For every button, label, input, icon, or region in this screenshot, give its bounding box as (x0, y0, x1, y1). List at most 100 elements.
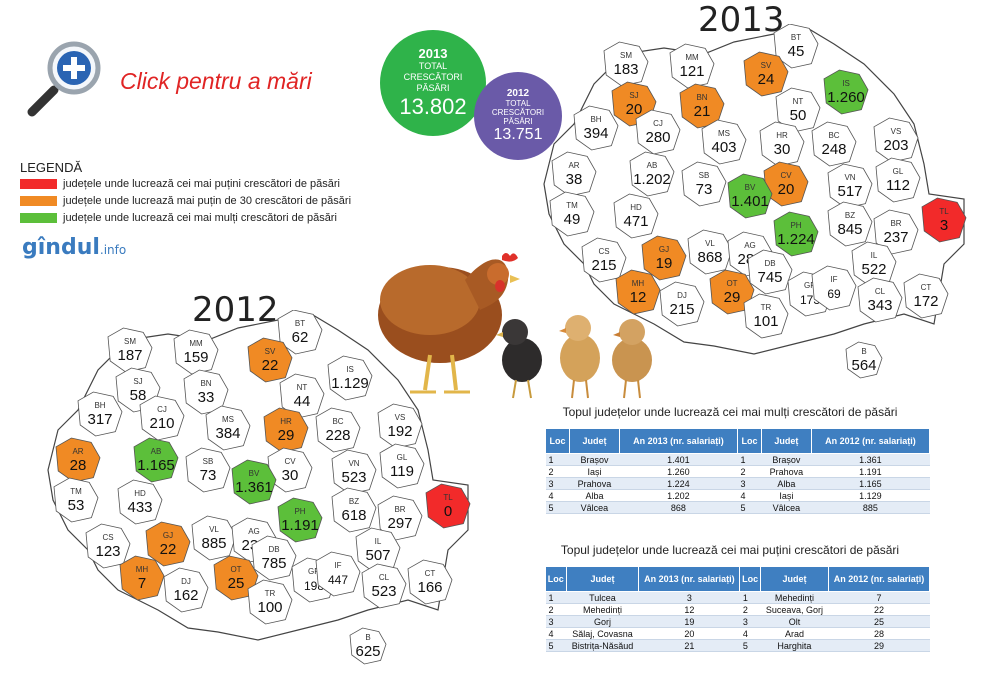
map-2013-county-ph: PH1.224 (773, 211, 819, 257)
legend-title: LEGENDĂ (20, 160, 83, 175)
map-2012-county-ph: PH1.191 (277, 497, 323, 543)
county-shape (659, 281, 705, 327)
zoom-button[interactable]: Click pentru a mări (22, 40, 322, 120)
county-abbr: BV (745, 183, 756, 192)
county-abbr: CL (875, 287, 886, 296)
county-shape (145, 521, 191, 567)
county-value: 1.202 (633, 171, 671, 188)
table-row: 4 Alba 1.202 4 Iași 1.129 (545, 489, 930, 502)
table-cell: 1 (545, 591, 567, 604)
table-cell: 29 (828, 639, 930, 652)
total-2013-year: 2013 (418, 46, 448, 61)
county-abbr: AR (72, 447, 83, 456)
table-row: 3 Prahova 1.224 3 Alba 1.165 (545, 477, 930, 490)
county-value: 69 (827, 287, 841, 301)
table-cell: Suceava, Gorj (760, 603, 829, 616)
table-row: 5 Vâlcea 868 5 Vâlcea 885 (545, 501, 930, 514)
table-cell: 4 (545, 627, 567, 640)
county-abbr: GJ (659, 245, 669, 254)
county-shape (823, 69, 869, 115)
table-cell: Alba (569, 489, 620, 502)
county-shape (811, 121, 857, 167)
table-cell: Mehedinți (566, 603, 639, 616)
county-abbr: SJ (629, 91, 638, 100)
county-shape (727, 173, 773, 219)
table-header-cell: Loc (739, 566, 761, 592)
county-abbr: BN (200, 379, 211, 388)
county-value: 785 (261, 555, 286, 572)
county-abbr: BC (332, 417, 343, 426)
county-value: 1.129 (331, 375, 369, 392)
table-cell: 1.401 (619, 453, 738, 466)
table-cell: Vâlcea (569, 501, 620, 514)
table-row: 5 Bistrița-Năsăud 21 5 Harghita 29 (545, 639, 930, 652)
county-shape (425, 483, 471, 529)
map-2013-county-if: IF 69 (811, 265, 857, 311)
table-cell: Prahova (569, 477, 620, 490)
county-abbr: SB (699, 171, 710, 180)
gandul-logo[interactable]: gîndul.info (22, 235, 126, 260)
county-abbr: VL (209, 525, 219, 534)
table-cell: Prahova (761, 465, 812, 478)
county-abbr: BV (249, 469, 260, 478)
magnifier-plus-icon (27, 41, 101, 117)
county-abbr: TM (70, 487, 82, 496)
table-cell: 4 (737, 489, 762, 502)
county-value: 49 (564, 211, 581, 228)
county-abbr: VN (844, 173, 855, 182)
brown-chick-image (612, 319, 652, 399)
zoom-label: Click pentru a mări (120, 68, 312, 94)
table-cell: 1 (545, 453, 570, 466)
county-shape (379, 443, 425, 489)
county-shape (873, 117, 919, 163)
county-value: 564 (851, 357, 876, 374)
county-shape (361, 563, 407, 609)
county-abbr: CL (379, 573, 390, 582)
county-value: 1.361 (235, 479, 273, 496)
county-shape (163, 567, 209, 613)
map-2012-county-bv: BV1.361 (231, 459, 277, 505)
map-2013-county-bv: BV1.401 (727, 173, 773, 219)
county-value: 845 (837, 221, 862, 238)
county-value: 38 (566, 171, 583, 188)
county-abbr: NT (297, 383, 308, 392)
county-shape (183, 369, 229, 415)
table-cell: Iași (761, 489, 812, 502)
county-shape (327, 355, 373, 401)
county-value: 21 (694, 103, 711, 120)
yellow-chick-image (559, 315, 600, 399)
county-value: 123 (95, 543, 120, 560)
county-shape (85, 523, 131, 569)
table-header-row: Loc Județ An 2013 (nr. salariați) Loc Județ A… (545, 566, 931, 592)
table-cell: 1.224 (619, 477, 738, 490)
map-2012-county-tl: TL0 (425, 483, 471, 529)
county-shape (679, 83, 725, 129)
county-abbr: NT (793, 97, 804, 106)
county-shape (743, 51, 789, 97)
table-cell: 1.202 (619, 489, 738, 502)
county-abbr: MM (685, 53, 699, 62)
county-value: 183 (613, 61, 638, 78)
county-shape (615, 269, 661, 315)
county-abbr: GJ (163, 531, 173, 540)
county-shape (191, 515, 237, 561)
county-abbr: BT (295, 319, 305, 328)
county-value: 172 (913, 293, 938, 310)
